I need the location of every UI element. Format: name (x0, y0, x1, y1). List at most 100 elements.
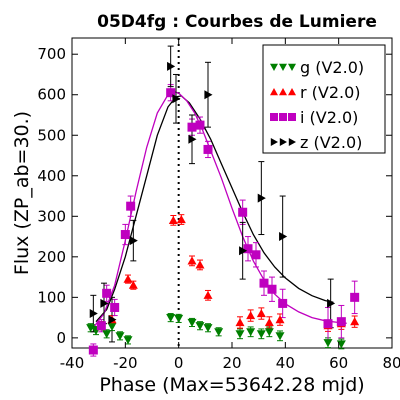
marker-i (259, 278, 269, 288)
legend-label-i: i (V2.0) (300, 108, 358, 127)
marker-z (172, 94, 181, 104)
marker-i (323, 319, 333, 329)
marker-r (123, 274, 133, 283)
x-tick-label: 60 (329, 354, 348, 372)
marker-z (167, 61, 176, 71)
marker-i (238, 207, 248, 217)
fit-curve-0 (95, 95, 334, 323)
marker-r (256, 309, 266, 318)
marker-r (187, 256, 197, 265)
marker-g (264, 328, 274, 337)
x-tick-label: 20 (222, 354, 241, 372)
marker-i (350, 292, 360, 302)
marker-i (278, 298, 288, 308)
marker-g (275, 332, 285, 341)
legend-marker-r (288, 88, 296, 96)
legend-box (262, 44, 386, 154)
marker-g (123, 336, 133, 345)
marker-r (176, 215, 186, 224)
marker-i (102, 288, 112, 298)
y-tick-label: 600 (37, 86, 66, 104)
fit-curve-1 (92, 90, 347, 329)
marker-r (246, 311, 256, 320)
chart-title: 05D4fg : Courbes de Lumiere (97, 12, 377, 32)
marker-i (88, 345, 98, 355)
marker-z (239, 246, 248, 256)
marker-r (195, 260, 205, 269)
marker-g (214, 328, 224, 337)
marker-z (279, 232, 288, 242)
marker-r (203, 290, 213, 299)
legend: g (V2.0) r (V2.0) i (V2.0) z (V2.0) (262, 44, 386, 154)
fit-curves (92, 90, 347, 329)
marker-z (108, 315, 117, 325)
marker-r (128, 280, 138, 289)
marker-g (235, 330, 245, 339)
marker-r (168, 215, 178, 224)
marker-g (166, 314, 176, 323)
legend-label-r: r (V2.0) (300, 83, 361, 102)
y-tick-label: 500 (37, 126, 66, 144)
legend-marker-z (288, 138, 296, 146)
legend-label-g: g (V2.0) (300, 58, 364, 77)
marker-g (115, 332, 125, 341)
marker-i (203, 144, 213, 154)
y-tick-label: 100 (37, 288, 66, 306)
marker-z (327, 298, 336, 308)
y-tick-label: 200 (37, 248, 66, 266)
marker-r (264, 317, 274, 327)
marker-g (256, 330, 266, 339)
legend-marker-r (279, 88, 287, 96)
marker-g (203, 324, 213, 333)
x-tick-label: 40 (276, 354, 295, 372)
marker-g (102, 330, 112, 339)
marker-i (126, 201, 136, 211)
marker-g (174, 314, 184, 323)
marker-z (129, 236, 138, 246)
axis-ticks: -40 -20 0 20 40 60 80 0 100 200 300 400 500 600 700 (37, 38, 400, 372)
x-tick-label: 0 (174, 354, 184, 372)
marker-i (110, 302, 120, 312)
legend-marker-g (270, 63, 278, 71)
x-tick-label: -20 (113, 354, 138, 372)
marker-g (246, 328, 256, 337)
y-axis-title: Flux (ZP_ab=30.) (11, 111, 33, 275)
marker-z (89, 309, 98, 319)
legend-marker-r (270, 88, 278, 96)
x-tick-label: 80 (382, 354, 400, 372)
y-tick-label: 300 (37, 207, 66, 225)
marker-z (188, 134, 197, 144)
marker-i (251, 250, 261, 260)
legend-marker-i (279, 113, 287, 121)
marker-i (120, 230, 130, 240)
marker-r (235, 317, 245, 327)
legend-label-z: z (V2.0) (300, 133, 362, 152)
legend-marker-z (270, 138, 278, 146)
legend-marker-z (279, 138, 287, 146)
legend-marker-i (288, 113, 296, 121)
marker-g (195, 322, 205, 331)
marker-r (275, 315, 285, 324)
x-tick-label: -40 (60, 354, 85, 372)
legend-marker-g (288, 63, 296, 71)
marker-z (204, 90, 213, 100)
marker-i (96, 321, 106, 331)
marker-g (86, 324, 96, 333)
data-markers (86, 61, 360, 355)
marker-g (107, 322, 117, 332)
marker-g (187, 318, 197, 327)
legend-marker-i (270, 113, 278, 121)
marker-i (336, 317, 346, 327)
marker-r (350, 317, 360, 326)
marker-i (187, 122, 197, 132)
marker-z (257, 193, 266, 203)
y-tick-label: 400 (37, 167, 66, 185)
marker-i (243, 244, 253, 254)
y-tick-label: 700 (37, 45, 66, 63)
marker-z (100, 298, 109, 308)
legend-marker-g (279, 63, 287, 71)
x-axis-title: Phase (Max=53642.28 mjd) (99, 374, 364, 396)
marker-g (323, 339, 333, 348)
marker-i (166, 88, 176, 98)
